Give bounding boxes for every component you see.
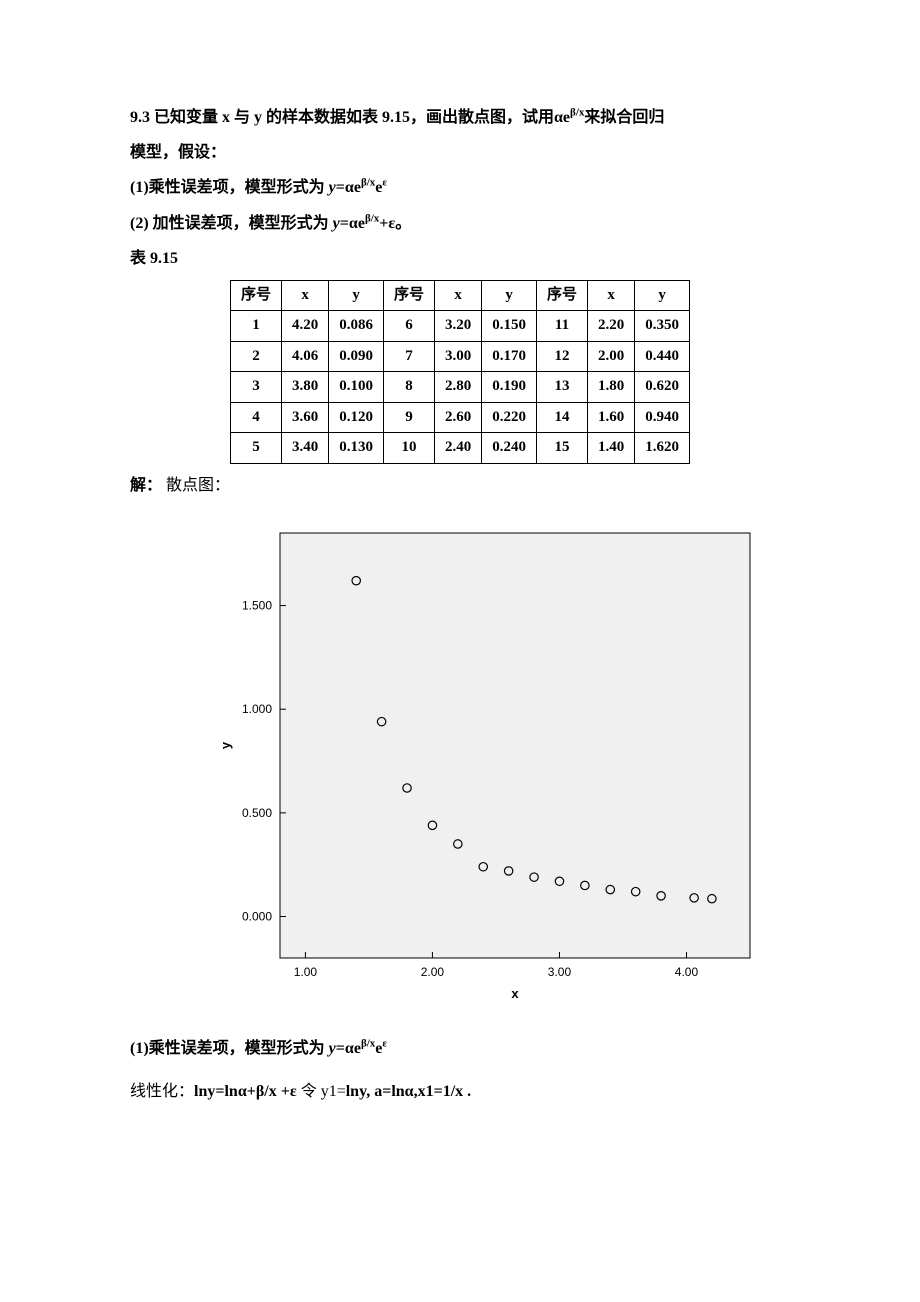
solution-heading: 解： 散点图： bbox=[130, 468, 790, 503]
svg-text:1.500: 1.500 bbox=[242, 599, 272, 613]
table-cell: 0.440 bbox=[635, 341, 690, 372]
table-cell: 10 bbox=[383, 433, 434, 464]
table-cell: 0.086 bbox=[329, 311, 384, 342]
table-cell: 6 bbox=[383, 311, 434, 342]
problem-part2: (2) 加性误差项，模型形式为 y=αeβ/x+ε。 bbox=[130, 206, 790, 241]
problem-part1: (1)乘性误差项，模型形式为 y=αeβ/xeε bbox=[130, 170, 790, 205]
table-header-cell: y bbox=[635, 280, 690, 311]
table-cell: 2.20 bbox=[588, 311, 635, 342]
table-cell: 2.00 bbox=[588, 341, 635, 372]
table-cell: 8 bbox=[383, 372, 434, 403]
table-cell: 13 bbox=[537, 372, 588, 403]
table-cell: 2.60 bbox=[435, 402, 482, 433]
table-cell: 3.20 bbox=[435, 311, 482, 342]
table-cell: 2 bbox=[230, 341, 281, 372]
data-table: 序号xy序号xy序号xy 14.200.08663.200.150112.200… bbox=[230, 280, 690, 464]
table-cell: 4 bbox=[230, 402, 281, 433]
table-header-cell: 序号 bbox=[537, 280, 588, 311]
table-header-cell: y bbox=[329, 280, 384, 311]
table-cell: 15 bbox=[537, 433, 588, 464]
table-cell: 0.170 bbox=[482, 341, 537, 372]
table-row: 43.600.12092.600.220141.600.940 bbox=[230, 402, 689, 433]
table-header-cell: 序号 bbox=[230, 280, 281, 311]
solution-part1: (1)乘性误差项，模型形式为 y=αeβ/xeε bbox=[130, 1031, 790, 1066]
table-cell: 4.06 bbox=[281, 341, 328, 372]
scatter-plot: 0.000 0.500 1.000 1.500 1.00 2.00 3.00 4.00 x y bbox=[210, 513, 790, 1013]
linearization-line: 线性化：lny=lnα+β/x +ε 令 y1=lny, a=lnα,x1=1/… bbox=[130, 1074, 790, 1109]
table-cell: 3.00 bbox=[435, 341, 482, 372]
problem-statement: 9.3 已知变量 x 与 y 的样本数据如表 9.15，画出散点图，试用αeβ/… bbox=[130, 100, 790, 135]
table-cell: 2.40 bbox=[435, 433, 482, 464]
table-cell: 3.40 bbox=[281, 433, 328, 464]
svg-text:1.000: 1.000 bbox=[242, 702, 272, 716]
table-cell: 7 bbox=[383, 341, 434, 372]
table-cell: 9 bbox=[383, 402, 434, 433]
table-row: 24.060.09073.000.170122.000.440 bbox=[230, 341, 689, 372]
table-cell: 0.620 bbox=[635, 372, 690, 403]
table-cell: 14 bbox=[537, 402, 588, 433]
svg-text:1.00: 1.00 bbox=[294, 965, 318, 979]
table-header-cell: 序号 bbox=[383, 280, 434, 311]
table-header-cell: x bbox=[281, 280, 328, 311]
table-cell: 2.80 bbox=[435, 372, 482, 403]
table-cell: 3.80 bbox=[281, 372, 328, 403]
table-cell: 3.60 bbox=[281, 402, 328, 433]
table-cell: 0.350 bbox=[635, 311, 690, 342]
problem-number: 9.3 bbox=[130, 109, 150, 126]
table-row: 14.200.08663.200.150112.200.350 bbox=[230, 311, 689, 342]
table-cell: 0.150 bbox=[482, 311, 537, 342]
svg-text:0.500: 0.500 bbox=[242, 806, 272, 820]
table-cell: 0.220 bbox=[482, 402, 537, 433]
svg-text:4.00: 4.00 bbox=[675, 965, 699, 979]
table-cell: 0.120 bbox=[329, 402, 384, 433]
table-cell: 0.190 bbox=[482, 372, 537, 403]
table-header-cell: x bbox=[588, 280, 635, 311]
table-cell: 1.80 bbox=[588, 372, 635, 403]
table-cell: 1.620 bbox=[635, 433, 690, 464]
table-cell: 3 bbox=[230, 372, 281, 403]
table-cell: 1 bbox=[230, 311, 281, 342]
table-row: 33.800.10082.800.190131.800.620 bbox=[230, 372, 689, 403]
table-cell: 0.090 bbox=[329, 341, 384, 372]
table-cell: 5 bbox=[230, 433, 281, 464]
document-page: 9.3 已知变量 x 与 y 的样本数据如表 9.15，画出散点图，试用αeβ/… bbox=[0, 0, 920, 1170]
svg-text:3.00: 3.00 bbox=[548, 965, 572, 979]
svg-text:0.000: 0.000 bbox=[242, 910, 272, 924]
table-header-cell: y bbox=[482, 280, 537, 311]
svg-text:x: x bbox=[511, 986, 519, 1001]
table-row: 53.400.130102.400.240151.401.620 bbox=[230, 433, 689, 464]
table-caption: 表 9.15 bbox=[130, 241, 790, 276]
table-cell: 0.100 bbox=[329, 372, 384, 403]
svg-text:y: y bbox=[218, 741, 233, 749]
table-cell: 1.40 bbox=[588, 433, 635, 464]
table-cell: 0.940 bbox=[635, 402, 690, 433]
svg-text:2.00: 2.00 bbox=[421, 965, 445, 979]
table-cell: 12 bbox=[537, 341, 588, 372]
problem-line2: 模型，假设： bbox=[130, 135, 790, 170]
table-cell: 4.20 bbox=[281, 311, 328, 342]
table-cell: 11 bbox=[537, 311, 588, 342]
table-header-cell: x bbox=[435, 280, 482, 311]
table-cell: 0.240 bbox=[482, 433, 537, 464]
table-cell: 1.60 bbox=[588, 402, 635, 433]
table-cell: 0.130 bbox=[329, 433, 384, 464]
